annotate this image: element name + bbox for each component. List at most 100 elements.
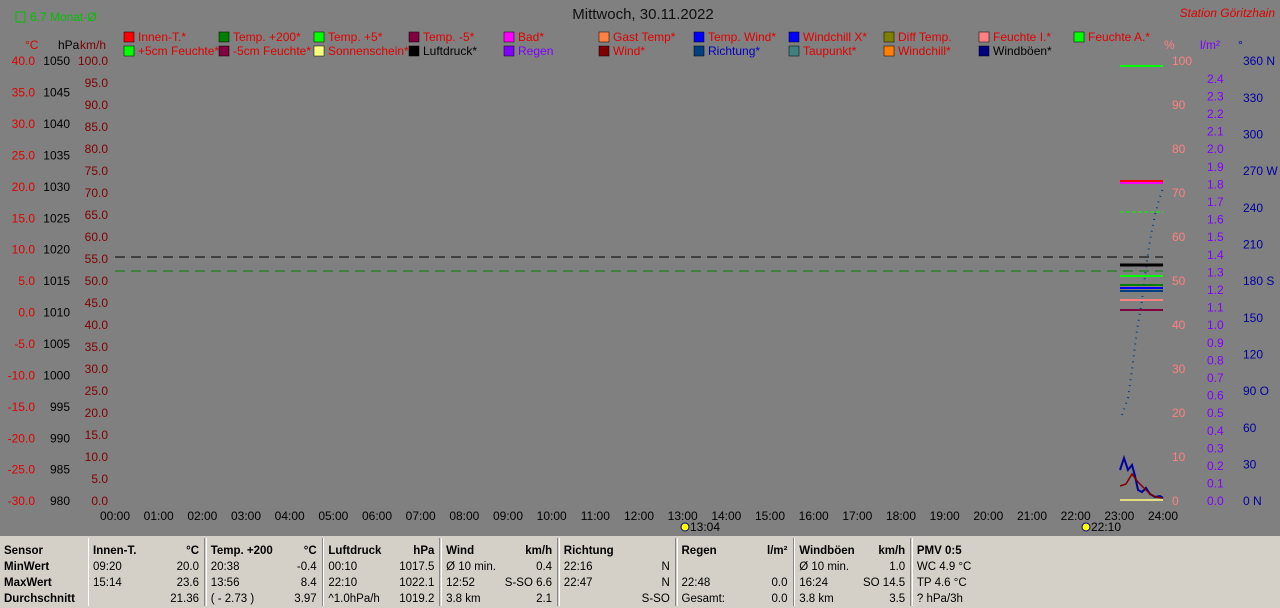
y-tick-label: 100.0: [78, 54, 108, 68]
legend-label: Temp. +200*: [233, 30, 301, 44]
y-tick-label: 95.0: [85, 76, 109, 90]
legend-swatch: [408, 45, 420, 57]
stat-text: 3.8 km: [446, 593, 481, 605]
x-tick-label: 24:00: [1148, 509, 1178, 523]
y-tick-label: 5.0: [91, 472, 108, 486]
stat-text: 09:20: [93, 561, 122, 573]
event-icon: [1081, 522, 1091, 532]
y-tick-label: 0.0: [1207, 494, 1224, 508]
y-tick-label: 1.9: [1207, 160, 1224, 174]
stat-row: Sensor: [4, 543, 81, 559]
stat-text: Ø 10 min.: [799, 561, 850, 573]
stat-text: Richtung: [563, 545, 614, 557]
stat-row: 20:38 -0.4: [211, 559, 317, 575]
y-tick-label: 1045: [43, 86, 70, 100]
x-tick-label: 15:00: [755, 509, 785, 523]
y-tick-label: 1025: [43, 211, 70, 225]
legend-swatch: [503, 31, 515, 43]
chart: 6.7 Monat-Ø Mittwoch, 30.11.2022 Station…: [8, 6, 1279, 534]
y-tick-label: 1.2: [1207, 283, 1224, 297]
legend-label: Windchill X*: [803, 30, 867, 44]
stat-text: 1019.2: [399, 593, 435, 605]
legend-swatch: [1073, 31, 1085, 43]
stat-row: 09:20 20.0: [93, 559, 199, 575]
stat-row: 13:56 8.4: [211, 575, 317, 591]
y-tick-label: 60: [1243, 421, 1257, 435]
stat-row: WC 4.9 °C: [917, 559, 1276, 575]
stat-text: hPa: [413, 545, 435, 557]
stat-text: 21.36: [170, 593, 199, 605]
stat-text: WC 4.9 °C: [916, 561, 972, 573]
legend-swatch: [693, 45, 705, 57]
axis-unit: °C: [25, 38, 39, 52]
x-tick-label: 19:00: [930, 509, 960, 523]
legend-label: -5cm Feuchte*: [233, 44, 311, 58]
x-tick-label: 08:00: [449, 509, 479, 523]
legend-swatch: [408, 31, 420, 43]
y-tick-label: -5.0: [14, 337, 35, 351]
y-tick-label: 70: [1172, 186, 1186, 200]
stat-text: MaxWert: [4, 577, 52, 589]
stat-text: 12:52: [446, 577, 475, 589]
y-tick-label: 0.0: [91, 494, 108, 508]
legend-swatch: [978, 45, 990, 57]
trace: [1119, 454, 1164, 499]
stat-row: 22:16 N: [564, 559, 670, 575]
stat-header: Windböen km/h: [799, 543, 905, 559]
y-tick-label: 150: [1243, 311, 1263, 325]
stat-row: 3.8 km 2.1: [446, 591, 552, 607]
y-tick-label: 1050: [43, 54, 70, 68]
stat-text: 22:48: [681, 577, 711, 589]
stat-row: S-SO: [564, 591, 670, 607]
y-tick-label: 60.0: [85, 230, 109, 244]
x-tick-label: 07:00: [406, 509, 436, 523]
x-tick-label: 14:00: [711, 509, 741, 523]
legend-label: Richtung*: [708, 44, 760, 58]
y-tick-label: 0.2: [1207, 459, 1224, 473]
station-name: Station Göritzhain: [1180, 6, 1276, 20]
y-tick-label: 990: [50, 431, 70, 445]
y-tick-label: 1020: [43, 243, 70, 257]
y-tick-label: -15.0: [8, 400, 36, 414]
stat-row: 12:52 S-SO 6.6: [446, 575, 552, 591]
legend-swatch: [313, 45, 325, 57]
stat-header: Luftdruck hPa: [328, 543, 434, 559]
y-tick-label: 1005: [43, 337, 70, 351]
y-tick-label: 0.0: [18, 306, 35, 320]
stat-row: ? hPa/3h: [917, 591, 1276, 607]
legend-label: Windböen*: [993, 44, 1052, 58]
y-tick-label: 20.0: [12, 180, 36, 194]
y-tick-label: 2.3: [1207, 89, 1224, 103]
stat-text: 3.8 km: [799, 593, 834, 605]
event-icon: [680, 522, 690, 532]
legend-swatch: [883, 45, 895, 57]
stat-text: MinWert: [4, 561, 50, 573]
y-tick-label: 30.0: [12, 117, 36, 131]
x-tick-label: 22:00: [1061, 509, 1091, 523]
y-tick-label: 70.0: [85, 186, 109, 200]
stat-panel: Innen-T. °C 09:20 20.0 15:14 23.6 21.36: [88, 538, 205, 606]
y-tick-label: 210: [1243, 238, 1263, 252]
y-tick-label: 1.7: [1207, 195, 1224, 209]
stat-text: N: [661, 577, 670, 589]
y-tick-label: 25.0: [12, 148, 36, 162]
stat-text: PMV 0:5: [916, 545, 962, 557]
y-tick-label: 1015: [43, 274, 70, 288]
stat-text: 8.4: [300, 577, 317, 589]
stat-row: 00:10 1017.5: [328, 559, 434, 575]
y-tick-label: 30.0: [85, 362, 109, 376]
x-tick-label: 20:00: [973, 509, 1003, 523]
legend-swatch: [978, 31, 990, 43]
x-tick-label: 17:00: [842, 509, 872, 523]
trace: [1121, 187, 1164, 416]
stat-row: 16:24 SO 14.5: [799, 575, 905, 591]
y-tick-label: 180 S: [1243, 274, 1274, 288]
stat-row: 22:47 N: [564, 575, 670, 591]
stat-panel: Temp. +200 °C 20:38 -0.4 13:56 8.4 ( - 2.73 ) 3…: [205, 538, 323, 606]
stat-text: SO 14.5: [862, 577, 906, 589]
y-tick-label: 80: [1172, 142, 1186, 156]
legend-label: Regen: [518, 44, 553, 58]
y-tick-label: 20.0: [85, 406, 109, 420]
legend-label: Windchill*: [898, 44, 951, 58]
y-tick-label: 240: [1243, 201, 1263, 215]
